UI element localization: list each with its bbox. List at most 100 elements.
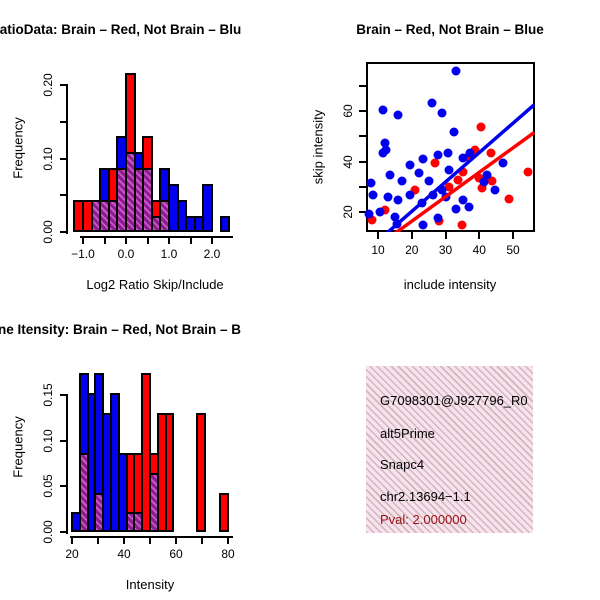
x-axis-tick bbox=[227, 536, 229, 544]
scatter-point-red bbox=[477, 183, 487, 193]
scatter-point-blue bbox=[464, 202, 474, 212]
x-tick-label: 60 bbox=[169, 547, 183, 561]
x-tick-label: 80 bbox=[221, 547, 235, 561]
x-axis-tick bbox=[71, 536, 73, 544]
scatter-point-blue bbox=[437, 108, 447, 118]
y-tick-label: 0.20 bbox=[41, 73, 55, 97]
regression-line-red bbox=[393, 131, 535, 232]
hist-ratio-ylabel: Frequency bbox=[10, 117, 26, 179]
x-axis-line bbox=[70, 536, 233, 538]
x-tick-label: 1.0 bbox=[160, 247, 178, 261]
y-axis-tick bbox=[359, 135, 366, 138]
scatter-point-blue bbox=[380, 138, 390, 148]
scatter-point-red bbox=[486, 148, 496, 158]
scatter-point-blue bbox=[405, 190, 415, 200]
scatter-point-blue bbox=[458, 195, 468, 205]
x-axis-tick bbox=[125, 236, 127, 244]
x-axis-tick bbox=[82, 236, 84, 244]
scatter-point-blue bbox=[418, 154, 428, 164]
y-tick-label: 20 bbox=[341, 205, 355, 219]
scatter-plot-box bbox=[366, 62, 535, 232]
scatter-ylabel: skip intensity bbox=[310, 109, 326, 185]
scatter-point-blue bbox=[393, 195, 403, 205]
y-axis-tick bbox=[359, 185, 366, 188]
regression-line-blue bbox=[385, 103, 535, 232]
scatter-point-blue bbox=[418, 220, 428, 230]
info-event-type: alt5Prime bbox=[380, 426, 435, 441]
y-tick-label: 0.05 bbox=[41, 474, 55, 499]
y-axis-tick bbox=[60, 231, 68, 233]
x-axis-tick bbox=[211, 236, 213, 244]
scatter-point-blue bbox=[433, 150, 443, 160]
scatter-point-blue bbox=[383, 192, 393, 202]
scatter-title: Brain – Red, Not Brain – Blue bbox=[356, 22, 544, 37]
scatter-point-blue bbox=[397, 176, 407, 186]
y-tick-label: 0.00 bbox=[41, 520, 55, 544]
x-axis-tick bbox=[512, 232, 514, 239]
scatter-point-red bbox=[458, 167, 468, 177]
scatter-point-blue bbox=[364, 209, 374, 218]
x-axis-tick bbox=[175, 536, 177, 544]
scatter-point-blue bbox=[433, 213, 443, 223]
x-axis-tick bbox=[149, 536, 151, 544]
x-tick-label: 10 bbox=[371, 243, 385, 257]
info-locus: chr2.13694−1.1 bbox=[380, 489, 471, 504]
scatter-point-red bbox=[476, 122, 486, 132]
scatter-point-blue bbox=[427, 98, 437, 108]
x-tick-label: 40 bbox=[472, 243, 486, 257]
hist-ratio-xlabel: Log2 Ratio Skip/Include bbox=[86, 277, 224, 292]
y-axis-tick bbox=[60, 439, 68, 442]
y-axis-tick bbox=[359, 211, 366, 213]
scatter-point-blue bbox=[385, 170, 395, 180]
scatter-point-blue bbox=[428, 190, 438, 200]
scatter-point-blue bbox=[451, 66, 461, 76]
scatter-point-red bbox=[367, 215, 377, 225]
scatter-point-blue bbox=[366, 178, 376, 188]
scatter-point-blue bbox=[449, 127, 459, 137]
histogram-bar bbox=[219, 492, 229, 532]
x-axis-tick bbox=[201, 536, 203, 544]
y-axis-tick bbox=[359, 160, 366, 163]
y-axis-tick bbox=[60, 157, 68, 160]
x-tick-label: 0.0 bbox=[117, 247, 135, 261]
event-info-box: G7098301@J927796_R0 alt5Prime Snapc4 chr… bbox=[366, 366, 533, 533]
y-tick-label: 0.10 bbox=[41, 146, 55, 171]
x-tick-label: −1.0 bbox=[71, 247, 95, 261]
y-axis-line bbox=[66, 395, 68, 534]
scatter-point-blue bbox=[378, 148, 388, 158]
x-axis-tick bbox=[478, 232, 481, 239]
scatter-point-red bbox=[487, 176, 497, 186]
info-pval: Pval: 2.000000 bbox=[380, 512, 467, 527]
scatter-point-blue bbox=[458, 153, 468, 163]
histogram-bar bbox=[195, 413, 206, 532]
hist-ratio-title: RatioData: Brain – Red, Not Brain – Blu bbox=[0, 22, 242, 37]
scatter-point-blue bbox=[405, 160, 415, 170]
scatter-point-blue bbox=[378, 105, 388, 115]
hist-intensity-ylabel: Frequency bbox=[10, 416, 26, 478]
x-tick-label: 50 bbox=[506, 243, 520, 257]
scatter-point-red bbox=[380, 205, 390, 215]
x-axis-tick bbox=[410, 232, 413, 239]
x-axis-tick bbox=[123, 536, 125, 544]
x-axis-tick bbox=[168, 236, 170, 244]
x-tick-label: 30 bbox=[438, 243, 453, 257]
scatter-point-blue bbox=[443, 148, 453, 158]
scatter-point-red bbox=[523, 167, 532, 177]
x-axis-tick bbox=[146, 236, 149, 244]
x-axis-tick bbox=[189, 236, 192, 244]
scatter-point-blue bbox=[368, 190, 378, 200]
x-tick-label: 40 bbox=[117, 547, 131, 561]
scatter-point-red bbox=[457, 220, 467, 230]
y-axis-line bbox=[66, 85, 68, 234]
scatter-point-blue bbox=[390, 212, 400, 222]
y-tick-label: 40 bbox=[341, 154, 355, 169]
x-tick-label: 20 bbox=[405, 243, 419, 257]
y-tick-label: 0.00 bbox=[41, 220, 55, 244]
scatter-point-red bbox=[470, 145, 480, 155]
scatter-point-blue bbox=[451, 204, 461, 214]
x-axis-tick bbox=[377, 232, 379, 239]
y-axis-tick bbox=[60, 531, 68, 533]
scatter-point-blue bbox=[424, 176, 434, 186]
y-axis-tick bbox=[359, 110, 366, 112]
scatter-point-red bbox=[474, 173, 484, 183]
